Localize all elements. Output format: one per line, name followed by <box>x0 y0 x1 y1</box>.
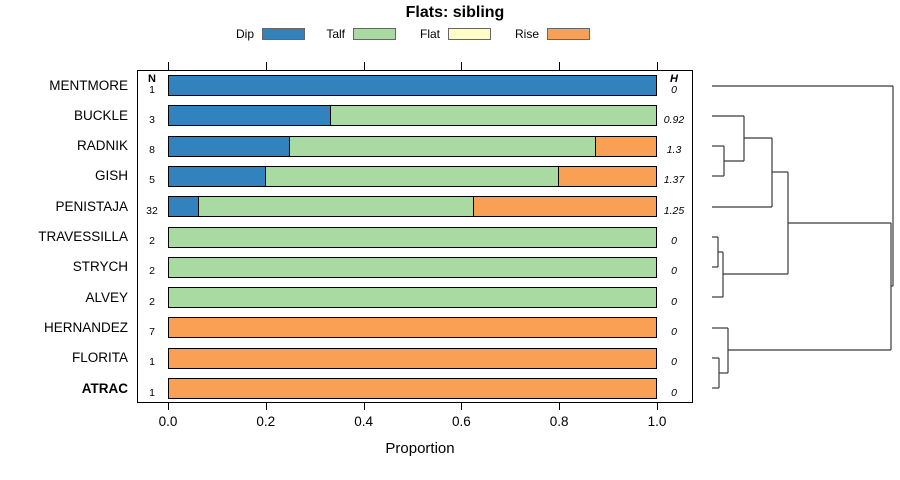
h-value: 0.92 <box>663 113 685 126</box>
bar-segment-rise <box>595 135 657 157</box>
bar-segment-talf <box>198 196 474 218</box>
bottom-tick <box>559 402 561 410</box>
n-value: 5 <box>149 174 155 187</box>
bar-segment-talf <box>265 165 560 187</box>
legend-swatch-rise-icon <box>547 28 590 40</box>
h-value: 0 <box>671 235 677 247</box>
x-tick-label: 0.2 <box>256 414 276 429</box>
n-value: 1 <box>149 83 155 96</box>
n-value: 8 <box>149 144 155 157</box>
h-value: 1.37 <box>663 174 685 187</box>
row-label-travessilla: TRAVESSILLA <box>38 229 128 244</box>
bar-segment-rise <box>168 317 657 339</box>
bottom-tick <box>461 402 463 410</box>
legend-swatch-flat-icon <box>448 28 491 40</box>
legend-label-flat: Flat <box>419 27 440 41</box>
bottom-tick <box>363 402 365 410</box>
plot-panel-border <box>137 70 693 403</box>
n-value: 7 <box>149 325 155 338</box>
bar-segment-dip <box>168 135 291 157</box>
row-label-buckle: BUCKLE <box>73 107 128 123</box>
bottom-tick <box>265 402 267 410</box>
n-value: 2 <box>149 265 155 278</box>
stacked-bar-florita <box>168 347 657 369</box>
row-label-strych: STRYCH <box>72 259 128 275</box>
row-label-penistaja: PENISTAJA <box>55 198 128 214</box>
top-tick <box>657 62 658 70</box>
legend-label-dip: Dip <box>235 27 254 41</box>
n-value: 2 <box>149 295 155 308</box>
top-tick <box>461 62 463 70</box>
legend-swatch-dip-icon <box>262 28 305 40</box>
top-tick <box>559 62 561 70</box>
stacked-bar-atrac <box>168 378 657 399</box>
h-value: 0 <box>671 295 677 308</box>
stacked-bar-mentmore <box>168 75 657 96</box>
bar-segment-rise <box>473 196 657 218</box>
stacked-bar-gish <box>168 165 657 187</box>
bar-segment-talf <box>168 256 657 278</box>
h-column-header: H <box>670 73 678 85</box>
bottom-tick <box>657 402 658 410</box>
top-tick <box>168 62 169 70</box>
legend-swatch-talf-icon <box>353 28 396 40</box>
h-value: 0 <box>671 386 677 399</box>
bar-segment-dip <box>168 75 657 96</box>
h-value: 1.25 <box>663 204 685 217</box>
h-value: 1.3 <box>666 144 682 157</box>
bar-segment-talf <box>168 287 657 309</box>
x-tick-label: 0.8 <box>549 414 569 429</box>
legend-label-rise: Rise <box>514 27 539 41</box>
x-tick-label: 1.0 <box>647 414 667 429</box>
row-label-radnik: RADNIK <box>76 138 128 154</box>
n-value: 1 <box>149 356 155 369</box>
bar-segment-dip <box>168 165 266 187</box>
row-label-atrac: ATRAC <box>81 380 128 396</box>
h-value: 0 <box>671 325 677 338</box>
x-axis-title: Proportion <box>385 440 455 457</box>
bar-segment-dip <box>168 105 331 127</box>
bar-segment-talf <box>330 105 657 127</box>
top-tick <box>363 62 365 70</box>
row-label-mentmore: MENTMORE <box>49 77 128 93</box>
n-value: 32 <box>146 204 158 217</box>
bar-segment-rise <box>168 378 657 399</box>
n-value: 1 <box>149 386 155 399</box>
h-value: 0 <box>671 83 677 96</box>
bar-segment-rise <box>168 347 657 369</box>
n-column-header: N <box>148 73 156 85</box>
row-label-gish: GISH <box>94 168 128 184</box>
chart-title: Flats: sibling <box>405 4 505 21</box>
bar-segment-dip <box>168 196 199 218</box>
stacked-bar-strych <box>168 256 657 278</box>
top-tick <box>265 62 267 70</box>
stacked-bar-buckle <box>168 105 657 127</box>
bottom-tick <box>168 402 169 410</box>
bar-segment-talf <box>290 135 596 157</box>
x-tick-label: 0.4 <box>354 414 373 429</box>
stacked-bar-penistaja <box>168 196 657 218</box>
n-value: 2 <box>149 235 155 247</box>
stacked-bar-travessilla <box>168 226 657 248</box>
row-label-alvey: ALVEY <box>85 289 128 305</box>
row-label-hernandez: HERNANDEZ <box>43 319 128 335</box>
n-value: 3 <box>149 113 155 126</box>
row-label-florita: FLORITA <box>71 350 128 366</box>
stacked-bar-hernandez <box>168 317 657 339</box>
bar-segment-rise <box>559 165 657 187</box>
stacked-bar-alvey <box>168 287 657 309</box>
bar-segment-talf <box>168 226 657 248</box>
h-value: 0 <box>671 265 677 278</box>
stacked-bar-radnik <box>168 135 657 157</box>
legend-label-talf: Talf <box>326 27 345 41</box>
h-value: 0 <box>671 356 677 369</box>
x-tick-label: 0.0 <box>158 414 178 429</box>
x-tick-label: 0.6 <box>452 414 471 429</box>
